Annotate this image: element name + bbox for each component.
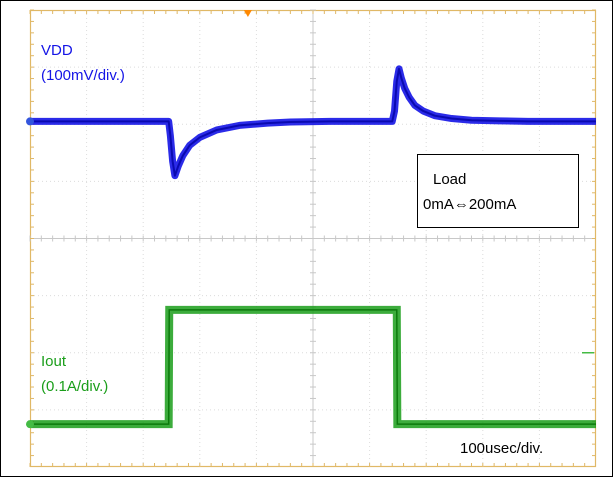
vdd-scale-label: (100mV/div.): [41, 67, 125, 84]
iout-series-label: Iout: [41, 353, 67, 370]
load-annotation-box: [417, 154, 579, 228]
iout-ground-marker: [26, 420, 34, 429]
load-annotation-range: 0mA⇔200mA: [423, 196, 516, 213]
traces: [26, 65, 596, 429]
timebase-label: 100usec/div.: [460, 440, 543, 457]
load-annotation-title: Load: [433, 171, 466, 188]
vdd-trace-core: [30, 67, 596, 177]
vdd-ground-marker: [26, 117, 34, 126]
iout-trace-core: [30, 309, 596, 425]
iout-scale-label: (0.1A/div.): [41, 378, 108, 395]
vdd-series-label: VDD: [41, 42, 73, 59]
trigger-marker: [243, 10, 252, 17]
